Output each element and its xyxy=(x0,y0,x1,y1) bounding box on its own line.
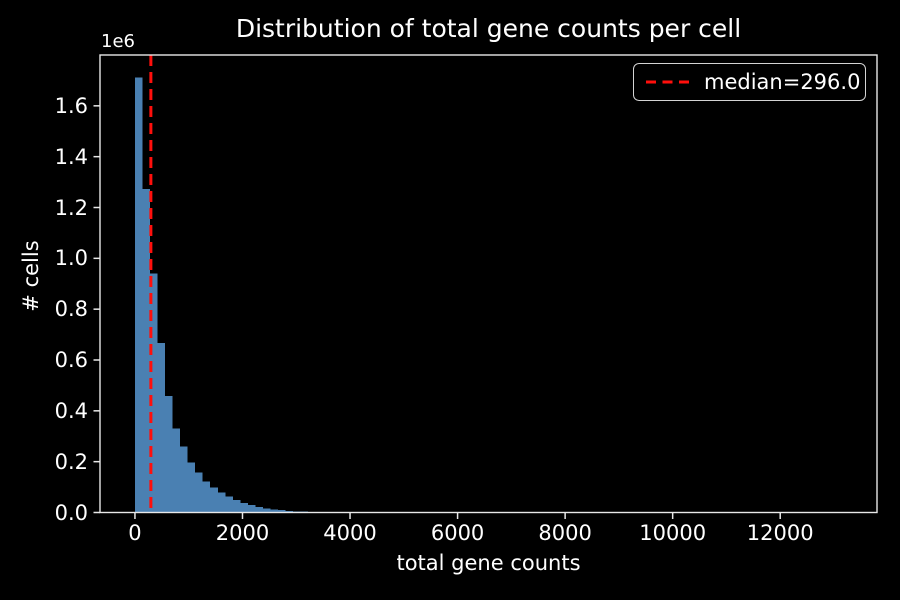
y-tick-label: 1.6 xyxy=(54,93,88,118)
histogram-bar xyxy=(210,487,218,513)
median-line-legend-swatch xyxy=(646,80,690,84)
y-tick-label: 0.2 xyxy=(54,449,88,474)
histogram-bar xyxy=(247,505,256,513)
histogram-bar xyxy=(165,396,173,513)
axes-spines xyxy=(99,54,878,514)
histogram-bar xyxy=(255,506,263,513)
y-tick-label: 1.2 xyxy=(54,195,88,220)
histogram-bar xyxy=(195,472,203,513)
histogram-bar xyxy=(157,343,166,513)
tick-marks xyxy=(93,105,781,519)
histogram-bar xyxy=(202,481,211,513)
histogram-bar xyxy=(180,446,188,513)
histogram-bar xyxy=(232,500,241,513)
histogram-bar xyxy=(172,428,181,513)
y-tick-label: 1.0 xyxy=(54,246,88,271)
x-axis-label: total gene counts xyxy=(396,551,581,575)
histogram-bar xyxy=(285,510,294,513)
histogram-bar xyxy=(262,508,271,513)
histogram-bar xyxy=(187,462,196,513)
histogram-bar xyxy=(225,496,233,513)
x-tick-label: 2000 xyxy=(215,521,270,545)
histogram-bar xyxy=(142,189,151,513)
histogram-bar xyxy=(240,502,248,513)
y-axis-offset-label: 1e6 xyxy=(101,31,135,52)
y-tick-label: 0.0 xyxy=(54,500,88,525)
y-tick-label: 0.4 xyxy=(54,398,88,423)
histogram-bar xyxy=(150,273,158,513)
y-tick-label: 1.4 xyxy=(54,144,88,169)
y-tick-label: 0.8 xyxy=(54,297,88,322)
histogram-bar xyxy=(277,510,286,513)
x-tick-label: 6000 xyxy=(430,521,485,545)
x-tick-label: 10000 xyxy=(639,521,707,545)
chart-title: Distribution of total gene counts per ce… xyxy=(235,14,742,43)
legend: median=296.0 xyxy=(633,63,866,101)
legend-label: median=296.0 xyxy=(704,70,861,94)
histogram-bar xyxy=(217,492,226,513)
y-tick-label: 0.6 xyxy=(54,348,88,372)
histogram-bars xyxy=(134,77,361,513)
x-tick-label: 4000 xyxy=(323,521,377,545)
x-tick-label: 12000 xyxy=(746,521,814,545)
histogram-bar xyxy=(134,77,143,513)
histogram-bar xyxy=(270,509,278,513)
x-tick-label: 0 xyxy=(128,521,142,545)
x-tick-label: 8000 xyxy=(538,521,592,545)
